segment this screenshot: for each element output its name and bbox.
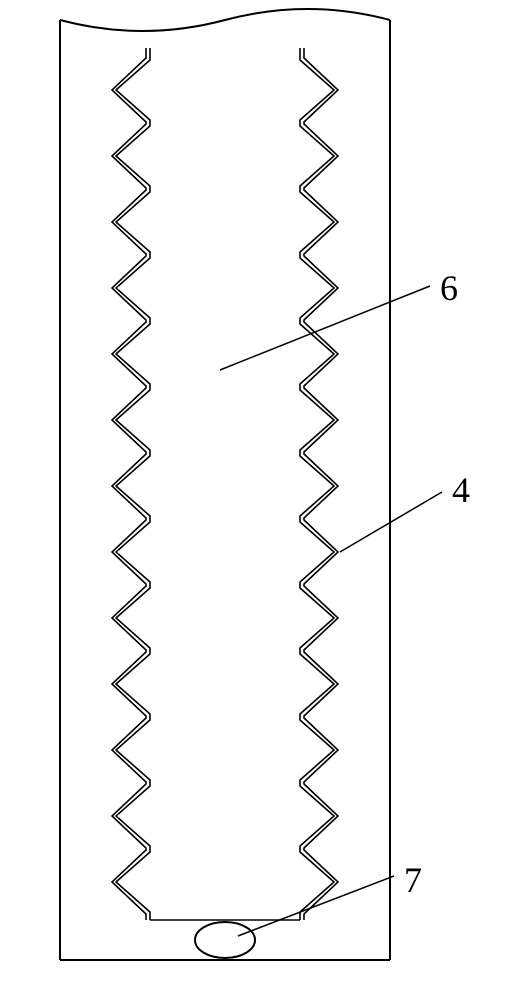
leader-line-7 — [238, 876, 394, 936]
outer-top-breakline — [60, 9, 390, 31]
diagram-svg: 4 6 7 — [0, 0, 517, 1000]
label-4: 4 — [452, 470, 470, 510]
channel-left-inner — [116, 48, 150, 920]
label-7: 7 — [404, 860, 422, 900]
channel-right-inner — [300, 48, 334, 920]
label-6: 6 — [440, 268, 458, 308]
bottom-ellipse-hole — [195, 922, 255, 958]
leader-line-6 — [220, 286, 430, 370]
